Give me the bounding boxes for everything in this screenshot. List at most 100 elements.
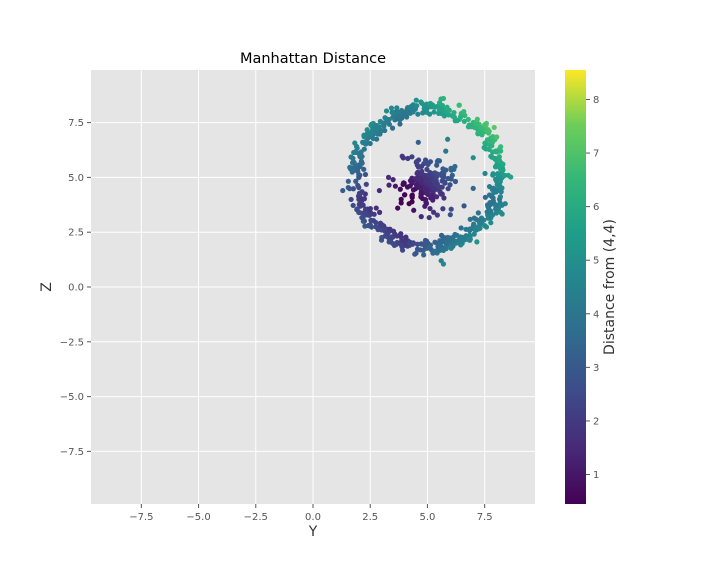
scatter-point	[415, 139, 421, 145]
scatter-point	[424, 178, 431, 184]
scatter-point	[473, 125, 479, 131]
scatter-point	[367, 205, 373, 212]
scatter-point	[355, 182, 361, 189]
scatter-point	[461, 118, 467, 124]
scatter-point	[420, 110, 426, 116]
y-axis-ticks: −7.5 −5.0 −2.5 0.0 2.5 5.0 7.5	[60, 118, 91, 458]
colorbar-tick-label: 7	[593, 149, 599, 160]
scatter-point	[434, 212, 440, 218]
scatter-point	[409, 241, 416, 247]
chart-title: Manhattan Distance	[240, 51, 386, 67]
scatter-point	[430, 197, 436, 203]
scatter-point	[379, 227, 385, 233]
scatter-point	[444, 104, 450, 110]
scatter-point	[456, 102, 462, 108]
scatter-point	[370, 217, 377, 224]
scatter-point	[451, 238, 457, 244]
scatter-point	[422, 159, 429, 165]
scatter-point	[434, 158, 440, 165]
x-tick-label: −7.5	[129, 512, 153, 523]
scatter-point	[454, 232, 460, 238]
scatter-point	[489, 194, 495, 200]
scatter-point	[350, 202, 356, 209]
scatter-point	[390, 177, 396, 183]
scatter-point	[440, 166, 446, 172]
scatter-point	[492, 155, 498, 162]
x-tick-label: 7.5	[477, 512, 493, 523]
scatter-point	[461, 109, 467, 115]
scatter-point	[485, 213, 491, 219]
scatter-point	[447, 182, 453, 188]
scatter-point	[360, 214, 366, 220]
scatter-point	[398, 109, 405, 115]
scatter-point	[493, 163, 499, 170]
scatter-point	[488, 220, 494, 226]
scatter-point	[417, 185, 423, 191]
scatter-point	[436, 110, 442, 117]
y-tick-label: −5.0	[60, 392, 84, 403]
scatter-point	[438, 191, 444, 197]
scatter-point	[448, 245, 454, 251]
scatter-point	[441, 113, 447, 119]
colorbar-tick-label: 3	[593, 363, 599, 374]
scatter-point	[421, 172, 427, 178]
scatter-point	[409, 193, 415, 199]
scatter-point	[502, 201, 508, 207]
scatter-point	[397, 121, 403, 127]
scatter-point	[430, 185, 436, 191]
scatter-point	[437, 243, 443, 249]
scatter-point	[410, 187, 417, 193]
scatter-point	[398, 200, 404, 206]
scatter-point	[493, 210, 500, 216]
scatter-point	[431, 178, 437, 185]
scatter-point	[350, 160, 356, 166]
scatter-point	[353, 143, 360, 150]
scatter-point	[361, 134, 367, 140]
scatter-point	[412, 251, 418, 257]
scatter-point	[394, 109, 401, 115]
scatter-point	[364, 212, 370, 218]
scatter-point	[397, 186, 403, 192]
scatter-point	[388, 105, 395, 111]
scatter-point	[474, 239, 480, 245]
scatter-point	[470, 223, 476, 229]
scatter-point	[353, 178, 359, 184]
scatter-point	[433, 194, 440, 200]
scatter-point	[363, 138, 369, 145]
colorbar-ticks: 1 2 3 4 5 6 7 8	[586, 95, 599, 481]
scatter-point	[459, 237, 465, 243]
scatter-point	[403, 234, 409, 240]
scatter-point	[362, 223, 368, 229]
scatter-point	[491, 124, 497, 131]
scatter-point	[379, 234, 385, 241]
scatter-point	[400, 155, 406, 161]
scatter-point	[452, 163, 458, 170]
scatter-point	[361, 166, 367, 172]
scatter-point	[347, 186, 353, 192]
scatter-point	[458, 242, 464, 248]
scatter-point	[448, 165, 454, 171]
scatter-point	[482, 223, 488, 229]
scatter-points	[340, 95, 514, 267]
scatter-point	[432, 248, 439, 254]
scatter-point	[447, 212, 453, 218]
scatter-point	[383, 108, 390, 114]
scatter-point	[418, 214, 424, 220]
scatter-point	[351, 149, 357, 156]
scatter-point	[347, 166, 354, 172]
scatter-point	[368, 224, 375, 230]
y-tick-label: −7.5	[60, 447, 84, 458]
scatter-point	[478, 215, 485, 221]
scatter-point	[495, 172, 501, 178]
scatter-point	[487, 208, 494, 214]
scatter-point	[371, 131, 377, 137]
scatter-point	[414, 246, 421, 252]
scatter-point	[431, 109, 437, 115]
scatter-point	[468, 124, 475, 130]
scatter-point	[474, 116, 480, 122]
scatter-point	[497, 194, 503, 200]
scatter-point	[400, 181, 406, 188]
scatter-point	[419, 168, 425, 174]
scatter-point	[427, 205, 433, 212]
